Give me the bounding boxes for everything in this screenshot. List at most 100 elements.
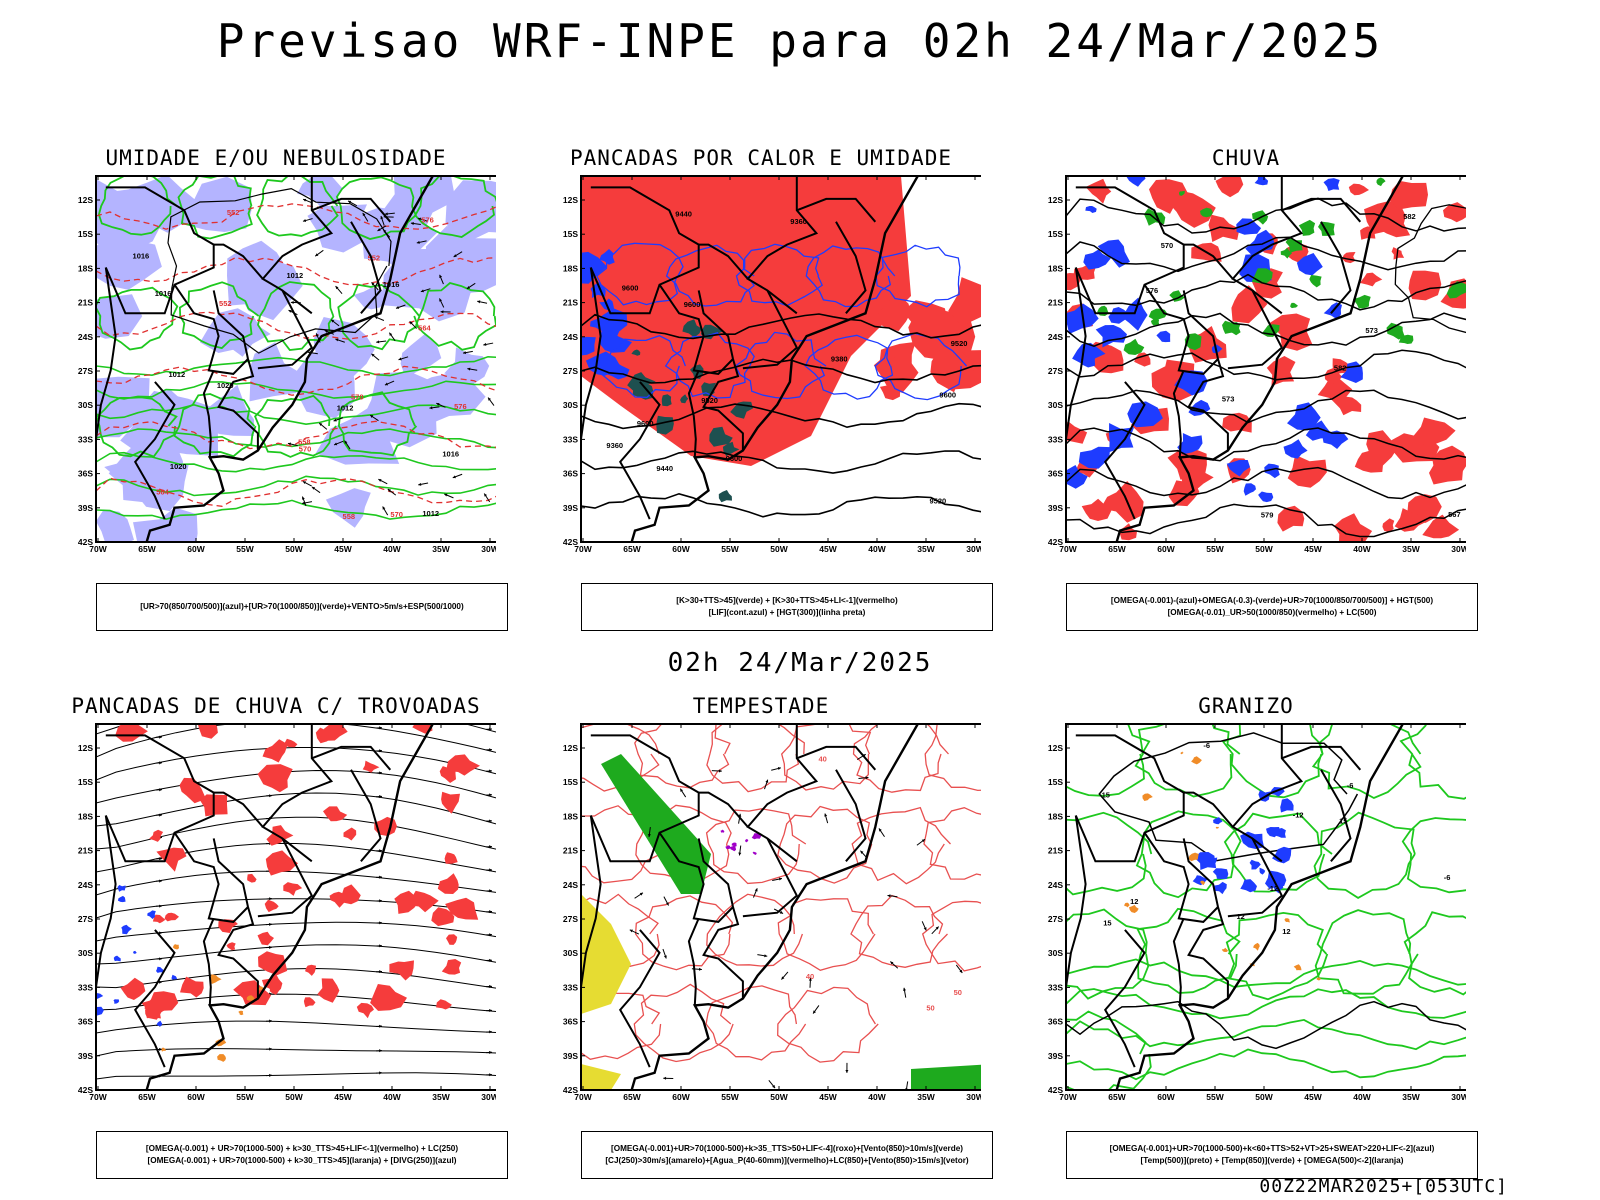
lon-tick-label: 65W <box>623 1092 641 1102</box>
streamline <box>96 870 496 896</box>
temperature-850-contour <box>1399 724 1466 800</box>
political-border <box>698 243 749 280</box>
geopotential-contour <box>1066 197 1466 234</box>
panel-legend: [OMEGA(-0.001)+UR>70(1000-500)+k<60+TTS>… <box>1066 1131 1478 1179</box>
political-border <box>698 791 749 828</box>
thickness-contour <box>96 256 496 286</box>
thickness-contour <box>96 477 496 507</box>
precipitable-water-contour <box>705 985 807 1061</box>
rain-area <box>1215 176 1244 198</box>
lat-tick-label: 18S <box>1048 263 1063 273</box>
political-border <box>96 815 117 991</box>
political-border <box>350 769 382 862</box>
hail-area <box>1212 868 1229 879</box>
coastline <box>630 724 920 1090</box>
lat-tick-label: 39S <box>1048 1051 1063 1061</box>
strong-omega-area <box>1200 207 1213 218</box>
hail-area <box>1259 867 1266 875</box>
thunderstorm-area <box>144 991 179 1015</box>
lat-tick-label: 21S <box>78 298 93 308</box>
thunderstorm-area <box>284 738 298 748</box>
instability-area <box>872 294 911 332</box>
lat-tick-label: 21S <box>1048 846 1063 856</box>
low-level-jet-area <box>601 754 711 894</box>
streamline-arrow-head <box>489 958 492 962</box>
omega-500-area <box>1253 942 1260 951</box>
lon-tick-label: 30W <box>966 544 981 554</box>
contour-label: 9600 <box>684 300 701 309</box>
political-border <box>1172 918 1185 1006</box>
lon-tick-label: 35W <box>917 1092 935 1102</box>
contour-label: 9600 <box>726 454 743 463</box>
contour-label: 9360 <box>606 441 623 450</box>
thunderstorm-area <box>329 891 347 908</box>
map-field: 50 50 40 40 <box>581 724 981 1090</box>
hail-area <box>1194 852 1217 870</box>
thunderstorm-area <box>303 997 316 1008</box>
rain-area <box>1354 450 1384 473</box>
lat-tick-label: 39S <box>563 503 578 513</box>
lat-tick-label: 36S <box>78 1017 93 1027</box>
omega-500-area <box>1293 964 1302 971</box>
streamline-arrow-head <box>379 795 382 799</box>
political-border <box>1066 815 1087 991</box>
lon-tick-label: 60W <box>187 1092 205 1102</box>
lifted-index-contour <box>874 332 968 401</box>
omega-500-area <box>1124 902 1130 908</box>
streamline-arrow-head <box>159 735 162 739</box>
humidity-high-area <box>96 509 134 542</box>
lifted-index-contour <box>595 242 684 306</box>
panel-title: GRANIZO <box>1198 694 1294 718</box>
rain-area <box>1277 505 1305 532</box>
strong-omega-area <box>1398 334 1414 344</box>
streamline-arrow-head <box>159 980 162 984</box>
map-field: -6 -6 -6 12 12 12 15 15 15 -12 -12 <box>1066 724 1466 1090</box>
lat-tick-label: 12S <box>1048 195 1063 205</box>
map-field <box>96 724 496 1090</box>
divergence-area <box>96 1006 104 1016</box>
streamline-arrow-head <box>159 904 162 908</box>
wind-vector-head <box>639 892 643 896</box>
lat-tick-label: 39S <box>563 1051 578 1061</box>
contour-label: 570 <box>1161 241 1174 250</box>
wind-vector-head <box>921 839 925 843</box>
political-border <box>257 289 314 370</box>
rain-area <box>1394 508 1428 532</box>
humidity-high-area <box>349 207 438 277</box>
lat-tick-label: 12S <box>563 743 578 753</box>
temperature-500-contour <box>1098 732 1359 862</box>
rain-area <box>1359 272 1383 287</box>
humidity-high-area <box>201 384 254 436</box>
lon-tick-label: 35W <box>1402 544 1420 554</box>
thunderstorm-area <box>323 806 348 822</box>
thunderstorm-area <box>265 850 298 876</box>
panel-legend: [OMEGA(-0.001)+UR>70(1000-500)+k>35_TTS>… <box>581 1131 993 1179</box>
political-border <box>1320 769 1352 862</box>
contour-label: 1020 <box>217 381 234 390</box>
political-border <box>796 745 877 771</box>
lat-tick-label: 12S <box>78 195 93 205</box>
rain-area <box>1166 190 1216 228</box>
political-border <box>742 289 799 370</box>
panel-title: TEMPESTADE <box>692 694 830 718</box>
political-border <box>104 186 215 315</box>
wind-vector-head <box>287 442 292 446</box>
streamline-arrow-head <box>489 984 492 988</box>
temperature-850-contour <box>1066 988 1466 1020</box>
divergence-area <box>96 993 104 999</box>
contour-label: 570 <box>351 393 364 402</box>
omega-area <box>1085 206 1097 213</box>
streamline-arrow-head <box>159 788 162 792</box>
panel-title: UMIDADE E/OU NEBULOSIDADE <box>105 146 447 170</box>
political-border <box>133 929 176 1068</box>
lon-tick-label: 60W <box>1157 1092 1175 1102</box>
political-border <box>1227 837 1284 918</box>
map-umidade: 1012 1012 1012 1016 1016 1016 1020 1020 1016 1012… <box>78 175 496 554</box>
map-frame <box>95 723 496 1091</box>
severe-storm-area <box>725 845 731 850</box>
contour-label: 558 <box>343 512 356 521</box>
omega-area <box>1226 460 1250 477</box>
temperature-850-contour <box>1066 958 1466 988</box>
thunderstorm-area <box>283 882 303 896</box>
